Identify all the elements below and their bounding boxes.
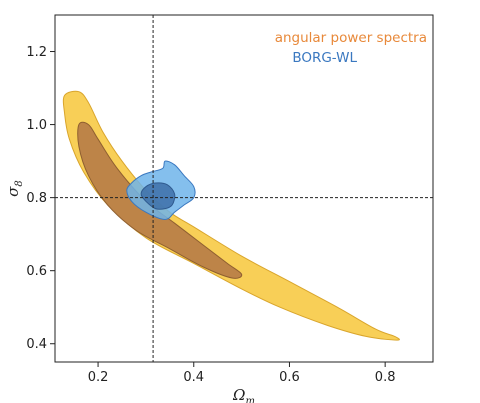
y-tick-label: 0.4	[26, 337, 47, 352]
y-axis-ticks: 0.4 0.6 0.8 1.0 1.2	[26, 45, 55, 352]
plot-contours	[62, 90, 400, 341]
y-tick-label: 0.8	[26, 191, 47, 206]
reference-lines	[55, 15, 433, 362]
x-tick-label: 0.8	[375, 370, 396, 385]
plot-frame	[54, 14, 434, 363]
contour-angular-power-spectra-inner	[77, 121, 243, 279]
legend-entry-borg-wl: BORG-WL	[292, 50, 357, 66]
x-axis-label: Ωm	[232, 386, 255, 403]
x-tick-label: 0.2	[88, 370, 109, 385]
x-tick-label: 0.4	[183, 370, 204, 385]
x-axis-ticks: 0.2 0.4 0.6 0.8	[88, 362, 396, 385]
y-tick-label: 1.0	[26, 118, 47, 133]
y-tick-label: 0.6	[26, 264, 47, 279]
y-axis-label: σ8	[4, 180, 25, 197]
x-tick-label: 0.6	[279, 370, 300, 385]
y-tick-label: 1.2	[26, 45, 47, 60]
contour-angular-power-spectra-outer	[62, 90, 400, 341]
legend-entry-angular-power-spectra: angular power spectra	[275, 30, 427, 46]
